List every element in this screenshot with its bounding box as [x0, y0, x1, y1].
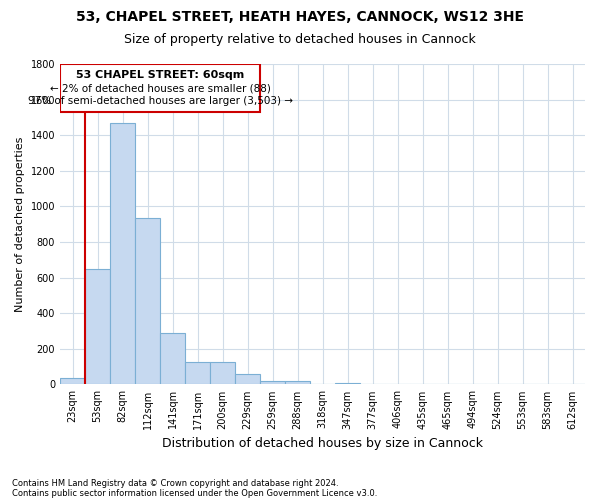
Bar	[285, 381, 310, 384]
Text: Contains HM Land Registry data © Crown copyright and database right 2024.: Contains HM Land Registry data © Crown c…	[12, 478, 338, 488]
Bar	[335, 382, 360, 384]
Bar	[260, 381, 285, 384]
Bar	[110, 122, 135, 384]
Bar	[210, 362, 235, 384]
Bar	[160, 333, 185, 384]
Bar	[60, 64, 260, 112]
Text: 53, CHAPEL STREET, HEATH HAYES, CANNOCK, WS12 3HE: 53, CHAPEL STREET, HEATH HAYES, CANNOCK,…	[76, 10, 524, 24]
Text: Contains public sector information licensed under the Open Government Licence v3: Contains public sector information licen…	[12, 488, 377, 498]
Text: 97% of semi-detached houses are larger (3,503) →: 97% of semi-detached houses are larger (…	[28, 96, 293, 106]
X-axis label: Distribution of detached houses by size in Cannock: Distribution of detached houses by size …	[162, 437, 483, 450]
Bar	[235, 374, 260, 384]
Bar	[85, 268, 110, 384]
Bar	[135, 218, 160, 384]
Text: 53 CHAPEL STREET: 60sqm: 53 CHAPEL STREET: 60sqm	[76, 70, 244, 80]
Y-axis label: Number of detached properties: Number of detached properties	[15, 136, 25, 312]
Bar	[185, 362, 210, 384]
Text: Size of property relative to detached houses in Cannock: Size of property relative to detached ho…	[124, 32, 476, 46]
Bar	[60, 378, 85, 384]
Text: ← 2% of detached houses are smaller (88): ← 2% of detached houses are smaller (88)	[50, 83, 271, 93]
